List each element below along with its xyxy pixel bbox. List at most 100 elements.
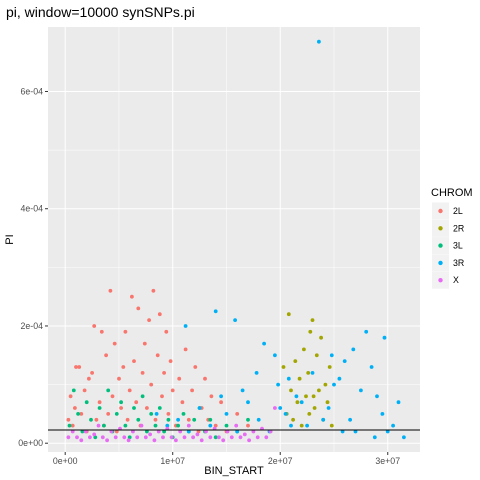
point-2L	[153, 417, 158, 422]
point-3L	[246, 417, 250, 422]
point-2L	[130, 294, 134, 299]
point-X	[66, 435, 71, 440]
point-X	[131, 429, 135, 434]
point-2L	[92, 324, 97, 328]
point-3R	[289, 423, 293, 428]
point-X	[143, 435, 148, 440]
point-2L	[90, 371, 94, 375]
point-X	[169, 435, 174, 440]
plot-panel	[48, 27, 420, 452]
point-3R	[332, 382, 336, 387]
point-2R	[327, 365, 332, 369]
point-2L	[147, 318, 152, 322]
point-3R	[278, 406, 283, 410]
point-2L	[140, 371, 145, 375]
point-3L	[166, 417, 171, 422]
point-X	[242, 432, 247, 437]
point-X	[105, 438, 109, 443]
point-X	[100, 435, 105, 440]
point-3R	[391, 423, 395, 428]
point-2L	[155, 353, 160, 358]
point-X	[148, 432, 153, 437]
point-3R	[375, 394, 379, 399]
point-3L	[132, 406, 136, 410]
legend-label-3L: 3L	[453, 241, 463, 251]
point-3R	[273, 353, 277, 358]
major-gridlines	[48, 27, 420, 452]
point-3R	[262, 341, 266, 346]
point-3L	[136, 417, 141, 422]
legend-title: CHROM	[431, 187, 473, 199]
point-X	[70, 429, 75, 434]
y-axis: 0e+00 2e-04 4e-04 6e-04	[18, 86, 48, 448]
point-3L	[84, 400, 89, 405]
point-2L	[213, 423, 218, 428]
point-3R	[369, 365, 374, 369]
point-3R	[396, 400, 401, 405]
point-X	[195, 432, 200, 437]
point-2L	[74, 365, 78, 369]
point-3L	[157, 406, 162, 410]
point-3R	[219, 394, 224, 399]
point-2L	[168, 359, 173, 363]
point-3L	[123, 423, 128, 428]
point-3L	[114, 412, 119, 416]
point-X	[88, 435, 92, 440]
point-3R	[402, 435, 406, 440]
point-2R	[295, 400, 300, 405]
data-points	[66, 39, 406, 443]
point-2R	[293, 359, 298, 363]
point-X	[247, 438, 252, 443]
point-X	[229, 435, 234, 440]
point-3R	[372, 435, 377, 440]
point-3L	[140, 394, 145, 399]
point-X	[79, 438, 84, 443]
point-3R	[235, 429, 240, 434]
y-axis-title: PI	[4, 234, 16, 244]
point-2L	[117, 376, 121, 381]
point-X	[178, 429, 183, 434]
point-2L	[94, 417, 99, 422]
point-X	[83, 429, 88, 434]
point-3R	[351, 347, 356, 352]
point-3L	[106, 388, 111, 393]
point-2L	[77, 365, 82, 369]
point-X	[199, 438, 204, 443]
point-2R	[304, 394, 308, 399]
point-X	[268, 429, 273, 434]
point-X	[182, 435, 187, 440]
point-3R	[364, 329, 369, 334]
point-3L	[213, 435, 218, 440]
point-X	[152, 438, 157, 443]
point-X	[156, 429, 161, 434]
point-3L	[208, 417, 213, 422]
point-3L	[127, 435, 132, 440]
point-3R	[224, 412, 229, 416]
point-3L	[119, 400, 123, 405]
point-3L	[162, 429, 167, 434]
point-X	[273, 406, 277, 410]
point-3L	[181, 412, 186, 416]
legend-label-3R: 3R	[453, 258, 464, 268]
point-2R	[281, 365, 286, 369]
point-X	[139, 423, 144, 428]
point-3R	[183, 324, 188, 328]
point-2L	[110, 394, 115, 399]
point-X	[264, 435, 269, 440]
point-2L	[132, 359, 136, 363]
point-2L	[145, 406, 149, 410]
point-3R	[299, 400, 304, 405]
point-3R	[310, 371, 315, 375]
point-3L	[149, 412, 154, 416]
point-2L	[73, 406, 77, 410]
point-2L	[68, 394, 73, 399]
point-2L	[177, 376, 182, 381]
minor-gridlines	[48, 27, 420, 452]
point-3L	[80, 429, 85, 434]
point-2L	[151, 288, 156, 293]
point-2L	[164, 329, 169, 334]
point-X	[122, 435, 127, 440]
point-2R	[307, 412, 312, 416]
point-3R	[329, 353, 334, 358]
